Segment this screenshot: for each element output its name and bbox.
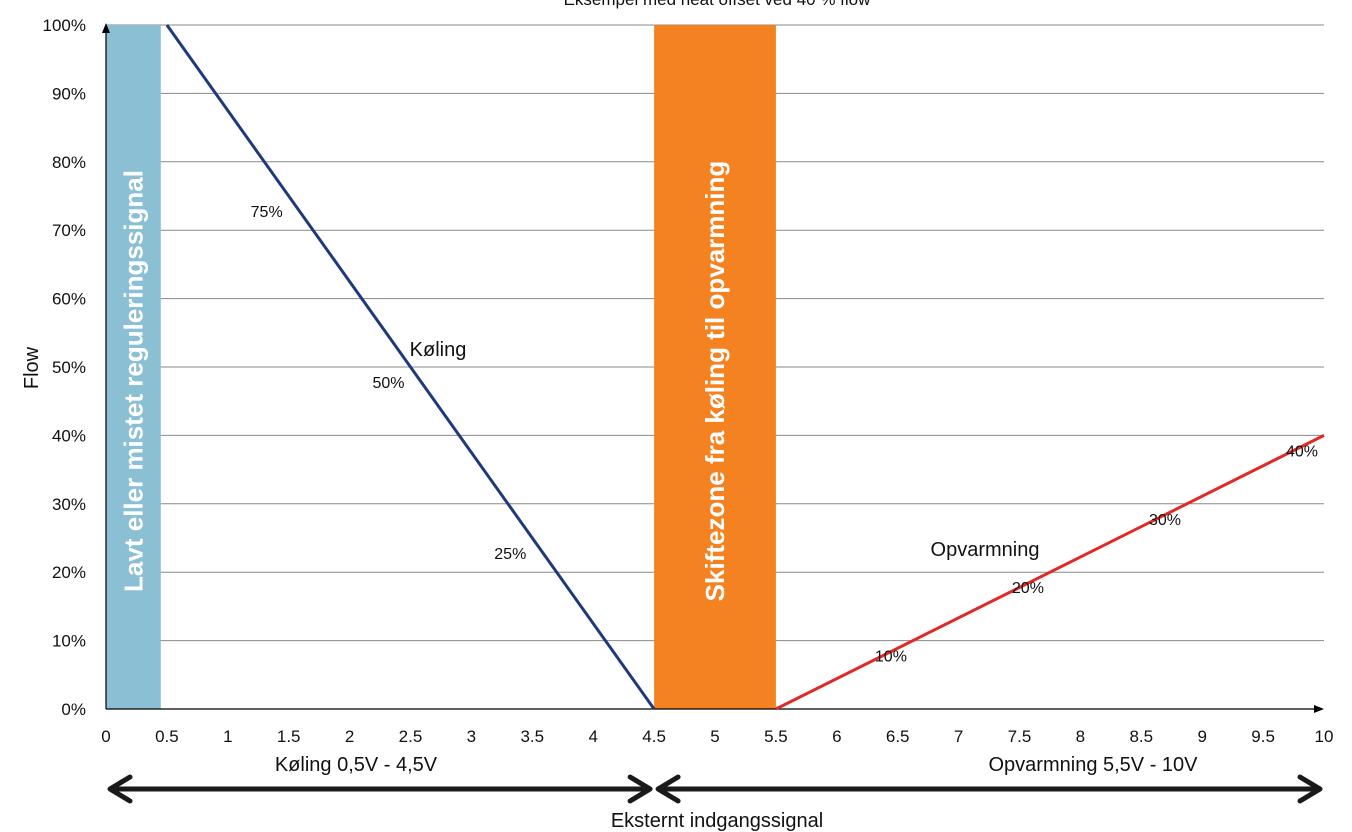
- y-tick-label: 100%: [43, 16, 86, 35]
- y-tick-label: 60%: [52, 290, 86, 309]
- band-0: [106, 25, 161, 709]
- y-tick-label: 20%: [52, 563, 86, 582]
- series-label: Køling: [410, 339, 467, 361]
- y-tick-label: 30%: [52, 495, 86, 514]
- data-label: 20%: [1012, 580, 1044, 597]
- y-tick-label: 50%: [52, 358, 86, 377]
- bands: Lavt eller mistet reguleringssignal Skift…: [106, 25, 776, 709]
- band-1: [654, 25, 776, 709]
- x-tick-label: 4.5: [642, 727, 666, 746]
- data-label: 10%: [875, 649, 907, 666]
- x-tick-label: 10: [1315, 727, 1334, 746]
- x-tick-label: 0: [101, 727, 110, 746]
- band-label: Lavt eller mistet reguleringssignal: [118, 170, 148, 592]
- chart-title: Eksempel med heat offset ved 40 % flow: [564, 0, 872, 9]
- y-tick-label: 40%: [52, 426, 86, 445]
- x-tick-label: 9.5: [1251, 727, 1275, 746]
- data-label: 30%: [1149, 512, 1181, 529]
- series-line-0: [165, 24, 656, 710]
- range-label: Køling 0,5V - 4,5V: [275, 754, 438, 776]
- range-arrowhead-right: [1297, 774, 1323, 804]
- x-tick-label: 3.5: [520, 727, 544, 746]
- x-tick-label: 2: [345, 727, 354, 746]
- x-tick-label: 7: [954, 727, 963, 746]
- data-label: 40%: [1286, 443, 1318, 460]
- x-tick-label: 7.5: [1008, 727, 1032, 746]
- data-label: 25%: [494, 546, 526, 563]
- range-arrows: Køling 0,5V - 4,5V Opvarmning 5,5V - 10V: [107, 754, 1323, 804]
- x-tick-label: 5: [710, 727, 719, 746]
- x-tick-label: 1.5: [277, 727, 301, 746]
- range-label: Opvarmning 5,5V - 10V: [989, 754, 1199, 776]
- band-label: Skiftezone fra køling til opvarmning: [700, 161, 730, 602]
- y-tick-label: 70%: [52, 221, 86, 240]
- y-tick-label: 10%: [52, 632, 86, 651]
- x-tick-label: 3: [467, 727, 476, 746]
- x-tick-label: 9: [1197, 727, 1206, 746]
- series-label: Opvarmning: [931, 539, 1040, 561]
- range-arrowhead-left: [107, 774, 133, 804]
- y-tick-label: 80%: [52, 153, 86, 172]
- x-tick-label: 4: [588, 727, 597, 746]
- series-line-1: [775, 434, 1325, 711]
- range-arrowhead-left: [655, 774, 681, 804]
- x-tick-label: 6.5: [886, 727, 910, 746]
- data-label: 75%: [251, 204, 283, 221]
- axes: [102, 23, 1324, 713]
- y-tick-label: 0%: [61, 700, 86, 719]
- x-tick-label: 0.5: [155, 727, 179, 746]
- y-tick-label: 90%: [52, 84, 86, 103]
- x-axis-label: Eksternt indgangssignal: [611, 810, 823, 832]
- range-arrowhead-right: [627, 774, 653, 804]
- data-label: 50%: [372, 375, 404, 392]
- y-axis-label: Flow: [21, 346, 43, 389]
- x-tick-label: 8: [1076, 727, 1085, 746]
- x-tick-label: 1: [223, 727, 232, 746]
- x-tick-label: 5.5: [764, 727, 788, 746]
- x-tick-label: 2.5: [399, 727, 423, 746]
- series-lines: [165, 24, 1325, 711]
- x-tick-label: 6: [832, 727, 841, 746]
- x-tick-label: 8.5: [1129, 727, 1153, 746]
- y-axis-arrowhead: [102, 23, 110, 33]
- tick-labels: 0% 10% 20% 30% 40% 50% 60% 70% 80% 90% 100% 0 0.5 1 1.…: [43, 16, 1334, 746]
- data-labels: Køling 75% 50% 25% Opvarmning 10% 20% 30% 40%: [251, 204, 1318, 666]
- x-axis-arrowhead: [1314, 705, 1324, 713]
